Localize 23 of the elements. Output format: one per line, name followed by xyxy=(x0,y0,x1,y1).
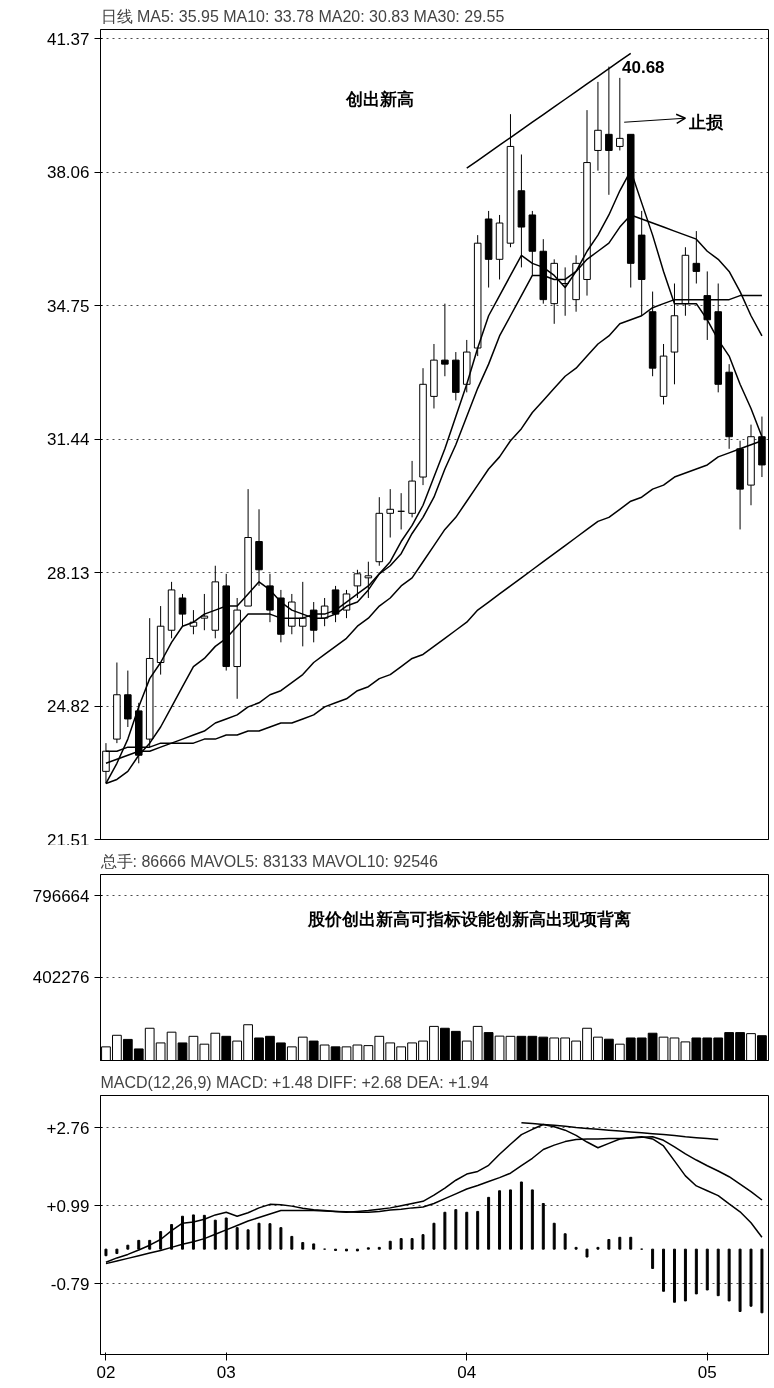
annotation: 止损 xyxy=(687,112,724,132)
annotation: 40.68 xyxy=(622,57,665,77)
y-tick-label: 38.06 xyxy=(46,163,90,183)
y-tick-label: +2.76 xyxy=(46,1118,90,1138)
y-tick-label: 34.75 xyxy=(46,296,90,316)
annotation: 股价创出新高可指标设能创新高出现项背离 xyxy=(307,909,632,929)
chart-title: 总手: 86666 MAVOL5: 83133 MAVOL10: 92546 xyxy=(99,852,438,870)
y-tick-label: 21.51 xyxy=(46,830,90,850)
y-tick-label: -0.79 xyxy=(50,1274,90,1294)
x-tick-label: 03 xyxy=(216,1362,236,1382)
y-tick-label: 41.37 xyxy=(46,29,90,49)
y-tick-label: 402276 xyxy=(32,968,90,988)
chart-title: MACD(12,26,9) MACD: +1.48 DIFF: +2.68 DEA: +1.94 xyxy=(100,1073,489,1091)
x-tick-label: 04 xyxy=(457,1362,477,1382)
annotation: 创出新高 xyxy=(345,89,415,109)
chart-title: 日线 MA5: 35.95 MA10: 33.78 MA20: 30.83 MA30: 29.55 xyxy=(100,7,505,25)
y-tick-label: 796664 xyxy=(32,886,90,906)
x-tick-label: 02 xyxy=(96,1362,116,1382)
x-tick-label: 05 xyxy=(697,1362,717,1382)
y-tick-label: 31.44 xyxy=(46,430,90,450)
y-tick-label: 28.13 xyxy=(46,563,90,583)
y-tick-label: 24.82 xyxy=(46,697,90,717)
y-tick-label: +0.99 xyxy=(46,1196,90,1216)
